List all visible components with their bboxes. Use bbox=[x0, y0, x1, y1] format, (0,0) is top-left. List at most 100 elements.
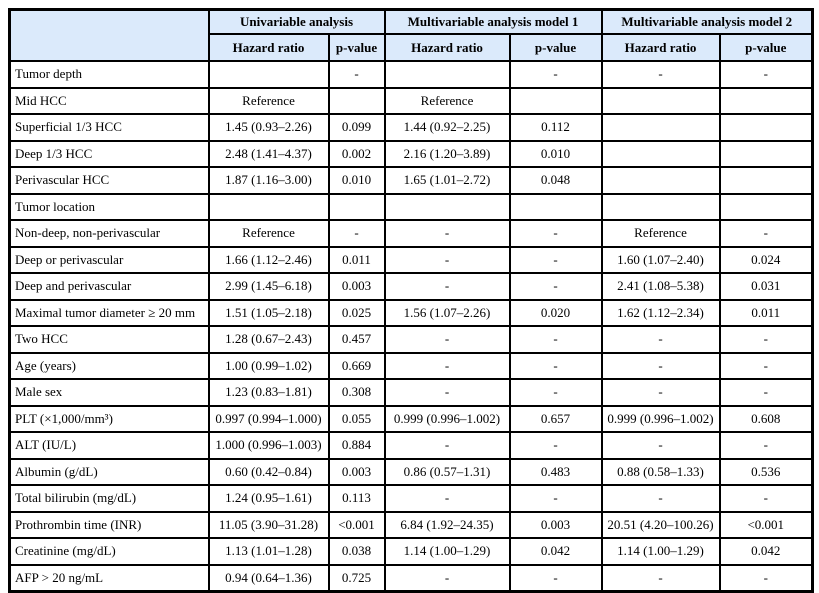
corner-cell bbox=[8, 8, 210, 62]
value-cell: 1.45 (0.93–2.26) bbox=[207, 113, 330, 142]
value-cell: 1.60 (1.07–2.40) bbox=[600, 245, 721, 274]
value-cell: - bbox=[383, 378, 511, 407]
value-cell: <0.001 bbox=[327, 510, 386, 539]
value-cell: 1.87 (1.16–3.00) bbox=[207, 166, 330, 195]
value-cell bbox=[600, 166, 721, 195]
value-cell: 0.048 bbox=[508, 166, 603, 195]
value-cell: - bbox=[508, 219, 603, 248]
value-cell: - bbox=[508, 431, 603, 460]
table-row: Prothrombin time (INR) 11.05 (3.90–31.28)… bbox=[8, 510, 814, 539]
value-cell: - bbox=[383, 272, 511, 301]
value-cell: 1.00 (0.99–1.02) bbox=[207, 351, 330, 380]
value-cell: 0.003 bbox=[508, 510, 603, 539]
value-cell: - bbox=[600, 60, 721, 89]
table-row: Deep 1/3 HCC 2.48 (1.41–4.37) 0.002 2.16 (1… bbox=[8, 139, 814, 168]
value-cell: - bbox=[383, 219, 511, 248]
table-row: PLT (×1,000/mm³) 0.997 (0.994–1.000) 0.055… bbox=[8, 404, 814, 433]
value-cell: - bbox=[718, 563, 814, 593]
row-label: ALT (IU/L) bbox=[8, 431, 210, 460]
group-header-multivariable-model-1: Multivariable analysis model 1 bbox=[383, 8, 603, 35]
value-cell: 6.84 (1.92–24.35) bbox=[383, 510, 511, 539]
value-cell: 1.14 (1.00–1.29) bbox=[600, 537, 721, 566]
row-label: Tumor location bbox=[8, 192, 210, 221]
value-cell: - bbox=[718, 378, 814, 407]
value-cell bbox=[600, 192, 721, 221]
group-header-row: Univariable analysis Multivariable analy… bbox=[8, 8, 814, 62]
value-cell: - bbox=[383, 325, 511, 354]
value-cell: - bbox=[718, 219, 814, 248]
table-header: Univariable analysis Multivariable analy… bbox=[8, 8, 814, 62]
row-label: Albumin (g/dL) bbox=[8, 457, 210, 486]
value-cell: 1.000 (0.996–1.003) bbox=[207, 431, 330, 460]
value-cell: 0.025 bbox=[327, 298, 386, 327]
value-cell: 1.62 (1.12–2.34) bbox=[600, 298, 721, 327]
value-cell: 2.48 (1.41–4.37) bbox=[207, 139, 330, 168]
value-cell: - bbox=[600, 325, 721, 354]
value-cell bbox=[718, 166, 814, 195]
value-cell: 0.657 bbox=[508, 404, 603, 433]
row-label: Deep or perivascular bbox=[8, 245, 210, 274]
value-cell: 0.608 bbox=[718, 404, 814, 433]
value-cell bbox=[718, 113, 814, 142]
table-row: Albumin (g/dL) 0.60 (0.42–0.84) 0.003 0.86 … bbox=[8, 457, 814, 486]
value-cell: - bbox=[600, 431, 721, 460]
row-label: Prothrombin time (INR) bbox=[8, 510, 210, 539]
value-cell: Reference bbox=[383, 86, 511, 115]
value-cell: 0.055 bbox=[327, 404, 386, 433]
row-label: Perivascular HCC bbox=[8, 166, 210, 195]
value-cell: 1.56 (1.07–2.26) bbox=[383, 298, 511, 327]
value-cell: 0.010 bbox=[508, 139, 603, 168]
value-cell: 0.457 bbox=[327, 325, 386, 354]
value-cell bbox=[508, 192, 603, 221]
row-label: Deep and perivascular bbox=[8, 272, 210, 301]
value-cell: 0.112 bbox=[508, 113, 603, 142]
value-cell bbox=[600, 113, 721, 142]
value-cell: Reference bbox=[207, 86, 330, 115]
table-row: Superficial 1/3 HCC 1.45 (0.93–2.26) 0.099… bbox=[8, 113, 814, 142]
table-row: AFP > 20 ng/mL 0.94 (0.64–1.36) 0.725- - - - bbox=[8, 563, 814, 593]
value-cell: 0.011 bbox=[718, 298, 814, 327]
value-cell: 0.94 (0.64–1.36) bbox=[207, 563, 330, 593]
value-cell: - bbox=[600, 351, 721, 380]
value-cell bbox=[600, 86, 721, 115]
value-cell: - bbox=[718, 484, 814, 513]
value-cell bbox=[718, 86, 814, 115]
value-cell: - bbox=[508, 351, 603, 380]
value-cell: - bbox=[327, 60, 386, 89]
subheader-p-value-model-1: p-value bbox=[508, 33, 603, 62]
value-cell: - bbox=[508, 378, 603, 407]
row-label: Non-deep, non-perivascular bbox=[8, 219, 210, 248]
row-label: PLT (×1,000/mm³) bbox=[8, 404, 210, 433]
sub-header-row: Hazard ratio p-value Hazard ratio p-valu… bbox=[10, 33, 814, 62]
row-label: Tumor depth bbox=[8, 60, 210, 89]
value-cell: 1.23 (0.83–1.81) bbox=[207, 378, 330, 407]
value-cell: 0.86 (0.57–1.31) bbox=[383, 457, 511, 486]
value-cell: 2.99 (1.45–6.18) bbox=[207, 272, 330, 301]
value-cell: 0.003 bbox=[327, 457, 386, 486]
table-row: Maximal tumor diameter ≥ 20 mm 1.51 (1.05… bbox=[8, 298, 814, 327]
value-cell: 1.51 (1.05–2.18) bbox=[207, 298, 330, 327]
value-cell bbox=[718, 192, 814, 221]
value-cell: 1.66 (1.12–2.46) bbox=[207, 245, 330, 274]
table-row: Deep and perivascular 2.99 (1.45–6.18) 0.0… bbox=[8, 272, 814, 301]
value-cell: 0.113 bbox=[327, 484, 386, 513]
value-cell: 0.042 bbox=[508, 537, 603, 566]
value-cell bbox=[327, 192, 386, 221]
value-cell: - bbox=[718, 60, 814, 89]
row-label: Creatinine (mg/dL) bbox=[8, 537, 210, 566]
value-cell: 0.099 bbox=[327, 113, 386, 142]
value-cell: - bbox=[718, 431, 814, 460]
value-cell: 1.14 (1.00–1.29) bbox=[383, 537, 511, 566]
value-cell: 0.308 bbox=[327, 378, 386, 407]
value-cell: - bbox=[383, 431, 511, 460]
hazard-ratio-table: Univariable analysis Multivariable analy… bbox=[8, 8, 815, 593]
value-cell: - bbox=[600, 378, 721, 407]
value-cell: - bbox=[383, 563, 511, 593]
value-cell: 0.88 (0.58–1.33) bbox=[600, 457, 721, 486]
table-row: Age (years) 1.00 (0.99–1.02) 0.669- - - - bbox=[8, 351, 814, 380]
value-cell bbox=[207, 192, 330, 221]
value-cell: - bbox=[508, 325, 603, 354]
value-cell: 1.28 (0.67–2.43) bbox=[207, 325, 330, 354]
table-row: Creatinine (mg/dL) 1.13 (1.01–1.28) 0.038 1… bbox=[8, 537, 814, 566]
value-cell: Reference bbox=[600, 219, 721, 248]
